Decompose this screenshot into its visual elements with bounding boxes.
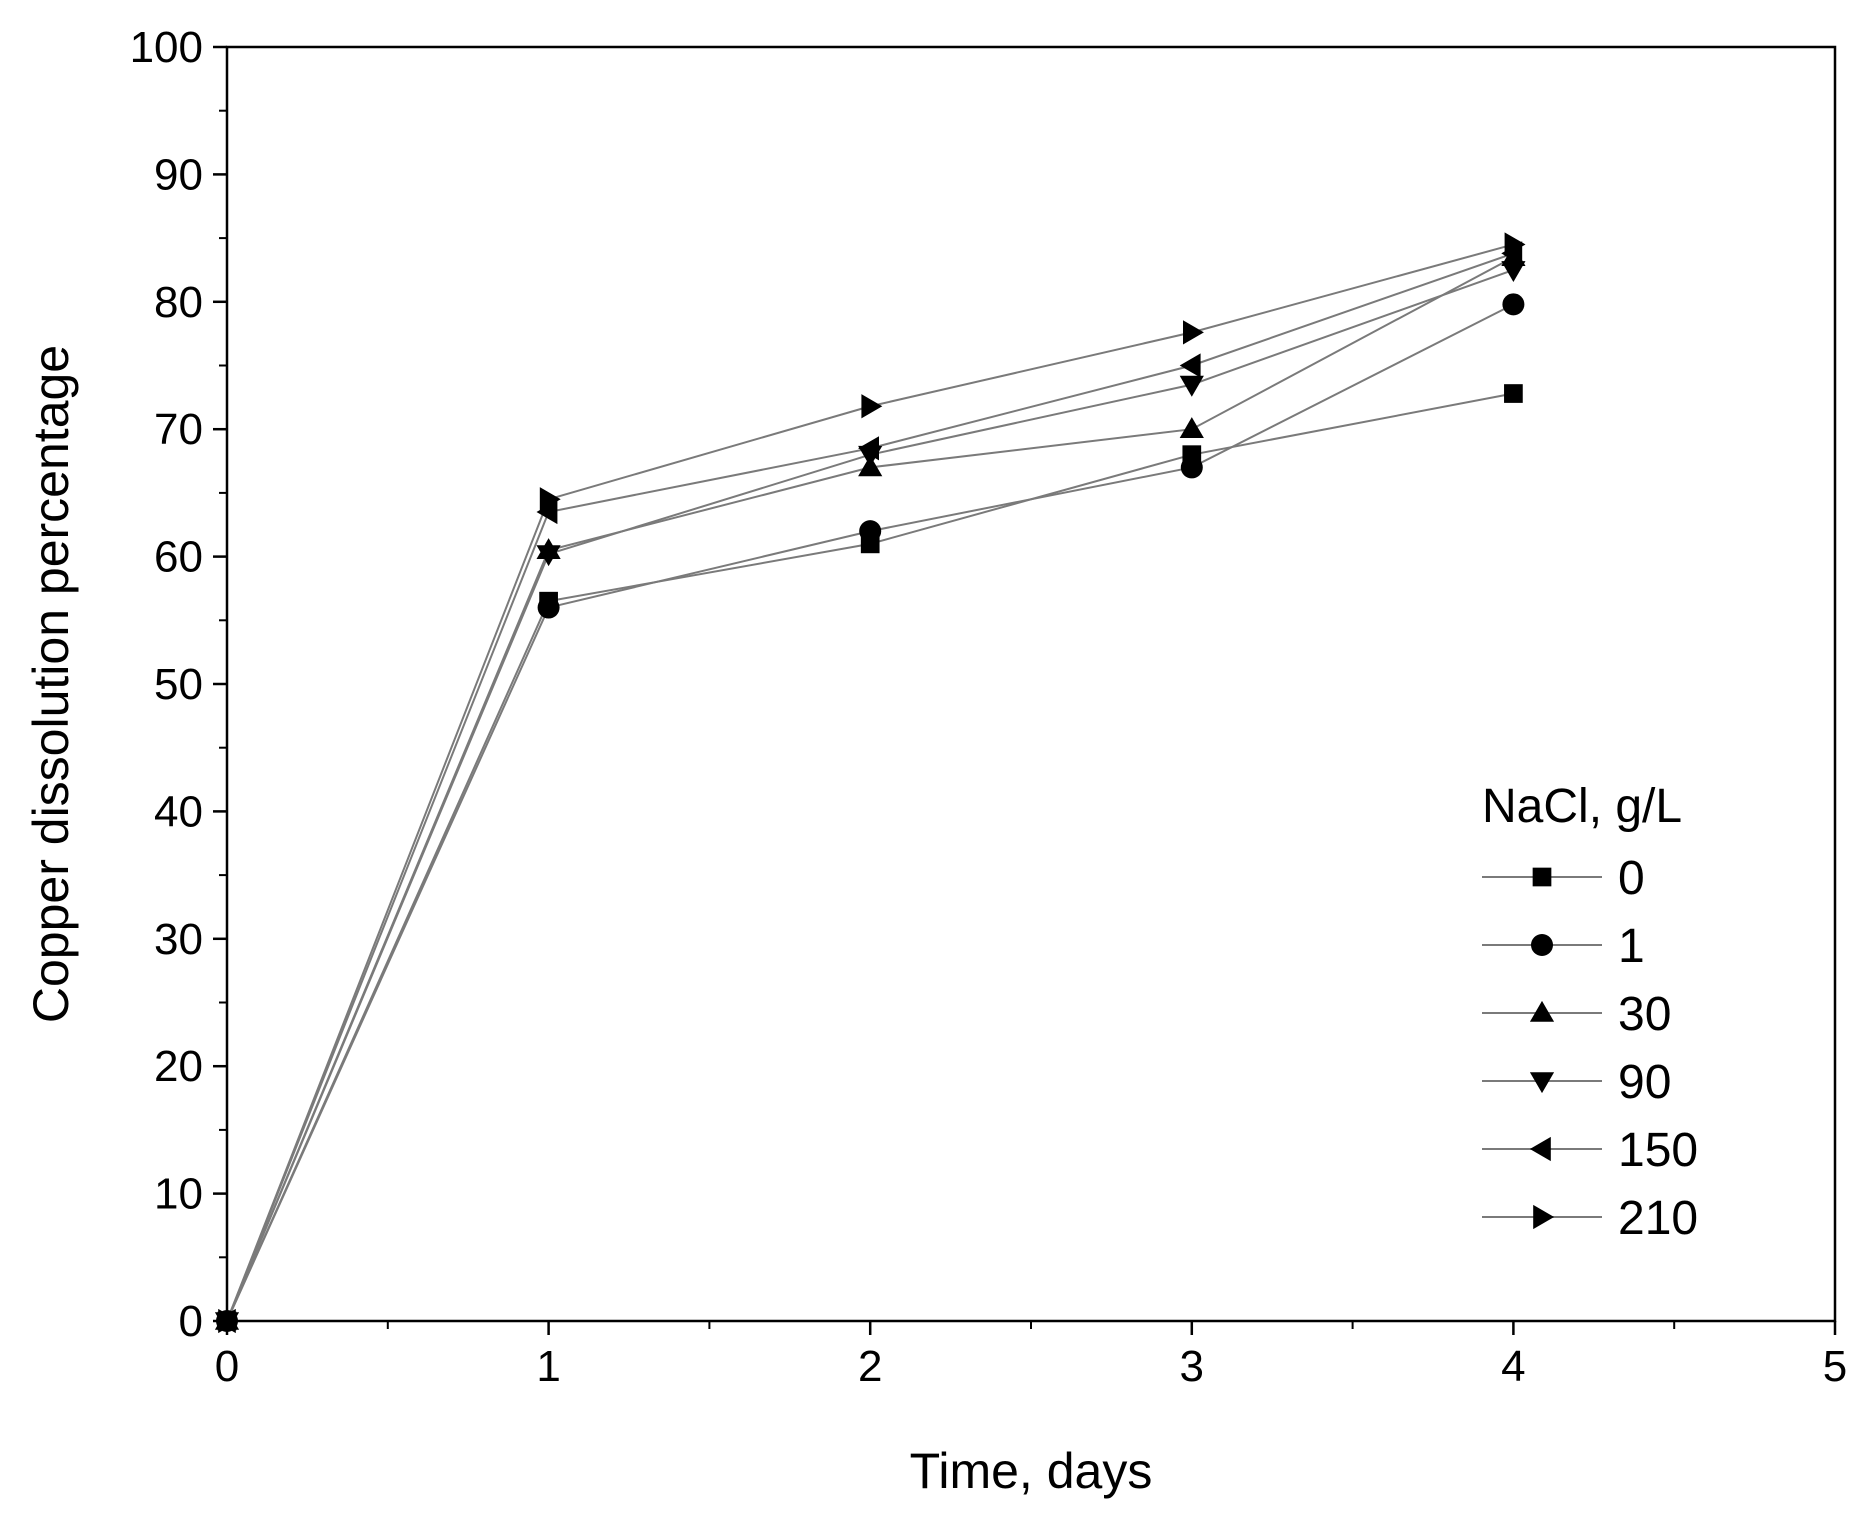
legend-label: 0 (1618, 852, 1645, 905)
data-point-210 (861, 394, 883, 419)
y-tick-label: 10 (154, 1170, 203, 1219)
y-tick-label: 80 (154, 278, 203, 327)
data-point-90 (536, 545, 561, 567)
x-tick-label: 2 (858, 1342, 882, 1391)
plot-frame (225, 45, 1837, 1323)
legend-label: 1 (1618, 920, 1645, 973)
legend-item-90: 90 (1482, 1056, 1671, 1109)
y-tick-label: 50 (154, 660, 203, 709)
data-point-1 (1180, 456, 1203, 479)
x-tick-label: 1 (536, 1342, 560, 1391)
data-point-1 (1502, 293, 1525, 316)
legend-marker (1532, 867, 1552, 887)
data-point-0 (1504, 384, 1523, 403)
y-tick-label: 100 (130, 23, 203, 72)
series-line-30 (226, 256, 1514, 1322)
data-point-90 (1501, 261, 1526, 283)
legend-marker (1533, 1204, 1555, 1230)
data-point-210 (1504, 232, 1526, 257)
data-point-150 (858, 436, 879, 461)
y-axis-label: Copper dissolution percentage (23, 345, 79, 1023)
legend-label: 30 (1618, 988, 1671, 1041)
legend-label: 150 (1618, 1124, 1698, 1177)
legend-marker (1529, 1000, 1555, 1022)
data-point-210 (539, 487, 561, 512)
y-tick-label: 60 (154, 533, 203, 582)
data-point-210 (1183, 320, 1204, 345)
legend-marker (1529, 1136, 1551, 1162)
series-line-150 (226, 252, 1514, 1322)
x-axis-label: Time, days (910, 1443, 1153, 1499)
data-point-30 (1179, 417, 1204, 438)
data-point-150 (1179, 353, 1201, 378)
data-point-150 (536, 499, 558, 525)
x-tick-label: 3 (1180, 1342, 1204, 1391)
series-line-90 (226, 269, 1514, 1322)
x-tick-label: 4 (1501, 1342, 1525, 1391)
y-tick-label: 30 (154, 915, 203, 964)
y-tick-label: 0 (179, 1297, 203, 1346)
legend-item-0: 0 (1482, 852, 1645, 905)
axis-ticks (213, 45, 1837, 1335)
legend-title: NaCl, g/L (1482, 780, 1682, 833)
legend: NaCl, g/L 0 1 30 90 150 210 (1482, 780, 1698, 1245)
legend-marker (1529, 1072, 1555, 1094)
data-point-90 (1179, 375, 1204, 397)
legend-item-30: 30 (1482, 988, 1671, 1041)
legend-label: 90 (1618, 1056, 1671, 1109)
legend-item-150: 150 (1482, 1124, 1698, 1177)
legend-label: 210 (1618, 1192, 1698, 1245)
legend-items: 0 1 30 90 150 210 (1482, 852, 1698, 1245)
legend-item-210: 210 (1482, 1192, 1698, 1245)
x-tick-label: 0 (215, 1342, 239, 1391)
data-point-1 (537, 596, 560, 619)
y-tick-label: 70 (154, 405, 203, 454)
legend-item-1: 1 (1482, 920, 1645, 973)
y-tick-label: 40 (154, 787, 203, 836)
data-point-1 (859, 520, 882, 543)
x-tick-label: 5 (1823, 1342, 1847, 1391)
y-tick-label: 90 (154, 150, 203, 199)
y-tick-label: 20 (154, 1042, 203, 1091)
legend-marker (1531, 934, 1553, 956)
